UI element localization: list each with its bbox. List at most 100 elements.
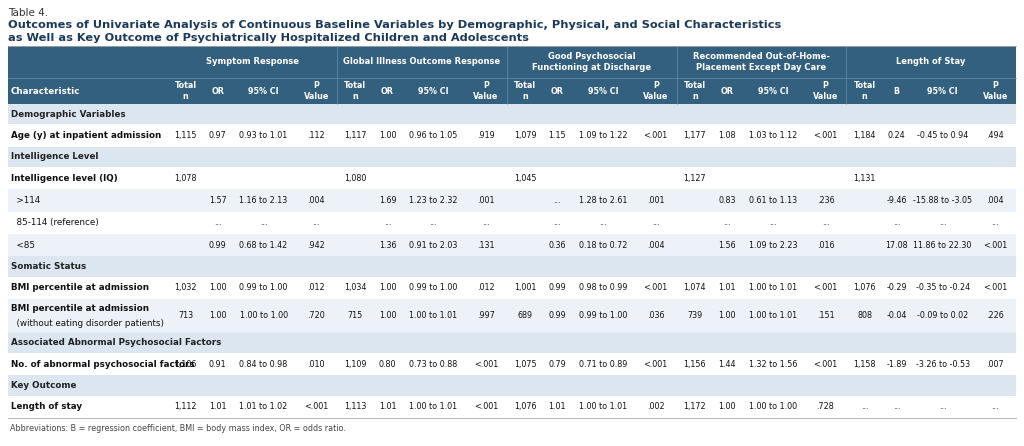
Text: 0.73 to 0.88: 0.73 to 0.88 xyxy=(410,359,458,369)
Text: 95% CI: 95% CI xyxy=(758,87,788,95)
Text: Somatic Status: Somatic Status xyxy=(11,262,86,271)
Text: 1,034: 1,034 xyxy=(344,283,367,292)
Bar xyxy=(8,167,1016,190)
Text: 1.23 to 2.32: 1.23 to 2.32 xyxy=(410,196,458,205)
Text: 1,115: 1,115 xyxy=(174,131,197,140)
Text: BMI percentile at admission: BMI percentile at admission xyxy=(11,283,150,292)
Text: .919: .919 xyxy=(477,131,495,140)
Text: 1,080: 1,080 xyxy=(344,174,367,183)
Text: ...: ... xyxy=(482,218,489,227)
Text: -9.46: -9.46 xyxy=(887,196,907,205)
Text: -0.09 to 0.02: -0.09 to 0.02 xyxy=(916,311,969,320)
Text: ...: ... xyxy=(260,218,267,227)
Text: -0.04: -0.04 xyxy=(887,311,907,320)
Text: 0.96 to 1.05: 0.96 to 1.05 xyxy=(410,131,458,140)
Text: .004: .004 xyxy=(986,196,1004,205)
Text: ...: ... xyxy=(430,218,437,227)
Text: <.001: <.001 xyxy=(983,283,1008,292)
Text: 1,113: 1,113 xyxy=(344,402,367,411)
Text: Total
n: Total n xyxy=(344,81,367,101)
Text: 1,131: 1,131 xyxy=(853,174,876,183)
Text: Key Outcome: Key Outcome xyxy=(11,381,77,390)
Text: 1.00 to 1.01: 1.00 to 1.01 xyxy=(579,402,627,411)
Text: ...: ... xyxy=(821,218,829,227)
Text: Characteristic: Characteristic xyxy=(11,87,81,95)
Text: ...: ... xyxy=(893,402,900,411)
Text: 1.28 to 2.61: 1.28 to 2.61 xyxy=(579,196,628,205)
Text: .997: .997 xyxy=(477,311,495,320)
Text: 1,076: 1,076 xyxy=(853,283,876,292)
Text: Total
n: Total n xyxy=(174,81,197,101)
Text: 95% CI: 95% CI xyxy=(418,87,449,95)
Text: 0.99: 0.99 xyxy=(209,240,226,250)
Text: Symptom Response: Symptom Response xyxy=(206,58,299,66)
Text: 1.15: 1.15 xyxy=(549,131,566,140)
Text: 808: 808 xyxy=(857,311,872,320)
Text: 0.99: 0.99 xyxy=(549,283,566,292)
Text: 1,177: 1,177 xyxy=(683,131,707,140)
Text: 11.86 to 22.30: 11.86 to 22.30 xyxy=(913,240,972,250)
Text: .494: .494 xyxy=(986,131,1004,140)
Text: 1,075: 1,075 xyxy=(514,359,537,369)
Text: 689: 689 xyxy=(517,311,532,320)
Text: Total
n: Total n xyxy=(514,81,537,101)
Bar xyxy=(8,375,1016,396)
Text: Total
n: Total n xyxy=(853,81,876,101)
Text: 1.01: 1.01 xyxy=(379,402,396,411)
Text: OR: OR xyxy=(721,87,733,95)
Text: 1.56: 1.56 xyxy=(718,240,736,250)
Text: 1.00: 1.00 xyxy=(209,283,226,292)
Text: ...: ... xyxy=(599,218,607,227)
Text: 1.01: 1.01 xyxy=(718,283,736,292)
Text: ...: ... xyxy=(652,218,659,227)
Text: Length of Stay: Length of Stay xyxy=(896,58,966,66)
Text: ...: ... xyxy=(554,196,561,205)
Text: No. of abnormal psychosocial factors: No. of abnormal psychosocial factors xyxy=(11,359,195,369)
Text: ...: ... xyxy=(312,218,319,227)
Text: .004: .004 xyxy=(307,196,325,205)
Text: -1.89: -1.89 xyxy=(887,359,907,369)
Text: .010: .010 xyxy=(307,359,325,369)
Text: P
Value: P Value xyxy=(982,81,1008,101)
Bar xyxy=(8,299,1016,333)
Text: 0.99 to 1.00: 0.99 to 1.00 xyxy=(410,283,458,292)
Text: 0.91: 0.91 xyxy=(209,359,226,369)
Text: 1.08: 1.08 xyxy=(718,131,736,140)
Text: 715: 715 xyxy=(347,311,362,320)
Text: 1,045: 1,045 xyxy=(514,174,537,183)
Text: 1,156: 1,156 xyxy=(683,359,706,369)
Text: 1,172: 1,172 xyxy=(683,402,707,411)
Text: -0.45 to 0.94: -0.45 to 0.94 xyxy=(916,131,969,140)
Text: 1,032: 1,032 xyxy=(174,283,197,292)
Text: <.001: <.001 xyxy=(644,283,668,292)
Text: 1.00: 1.00 xyxy=(379,311,396,320)
Text: 1,117: 1,117 xyxy=(344,131,367,140)
Text: <.001: <.001 xyxy=(813,283,838,292)
Text: 0.18 to 0.72: 0.18 to 0.72 xyxy=(579,240,628,250)
Text: .720: .720 xyxy=(307,311,325,320)
Text: 0.24: 0.24 xyxy=(888,131,905,140)
Text: 95% CI: 95% CI xyxy=(928,87,957,95)
Text: .112: .112 xyxy=(307,131,325,140)
Text: (without eating disorder patients): (without eating disorder patients) xyxy=(11,318,164,328)
Text: 1.00: 1.00 xyxy=(718,311,736,320)
Text: Global Illness Outcome Response: Global Illness Outcome Response xyxy=(343,58,501,66)
Bar xyxy=(8,396,1016,418)
Text: 1,078: 1,078 xyxy=(174,174,197,183)
Text: 95% CI: 95% CI xyxy=(248,87,279,95)
Text: 0.36: 0.36 xyxy=(549,240,566,250)
Text: 0.83: 0.83 xyxy=(718,196,736,205)
Text: .012: .012 xyxy=(307,283,325,292)
Text: OR: OR xyxy=(551,87,563,95)
Text: P
Value: P Value xyxy=(473,81,499,101)
Text: Total
n: Total n xyxy=(684,81,706,101)
Text: 0.99 to 1.00: 0.99 to 1.00 xyxy=(579,311,628,320)
Text: .036: .036 xyxy=(647,311,665,320)
Text: ...: ... xyxy=(723,218,731,227)
Text: 0.97: 0.97 xyxy=(209,131,226,140)
Text: 95% CI: 95% CI xyxy=(588,87,618,95)
Text: >114: >114 xyxy=(11,196,40,205)
Text: 1,158: 1,158 xyxy=(853,359,876,369)
Text: Outcomes of Univariate Analysis of Continuous Baseline Variables by Demographic,: Outcomes of Univariate Analysis of Conti… xyxy=(8,20,781,30)
Bar xyxy=(8,256,1016,277)
